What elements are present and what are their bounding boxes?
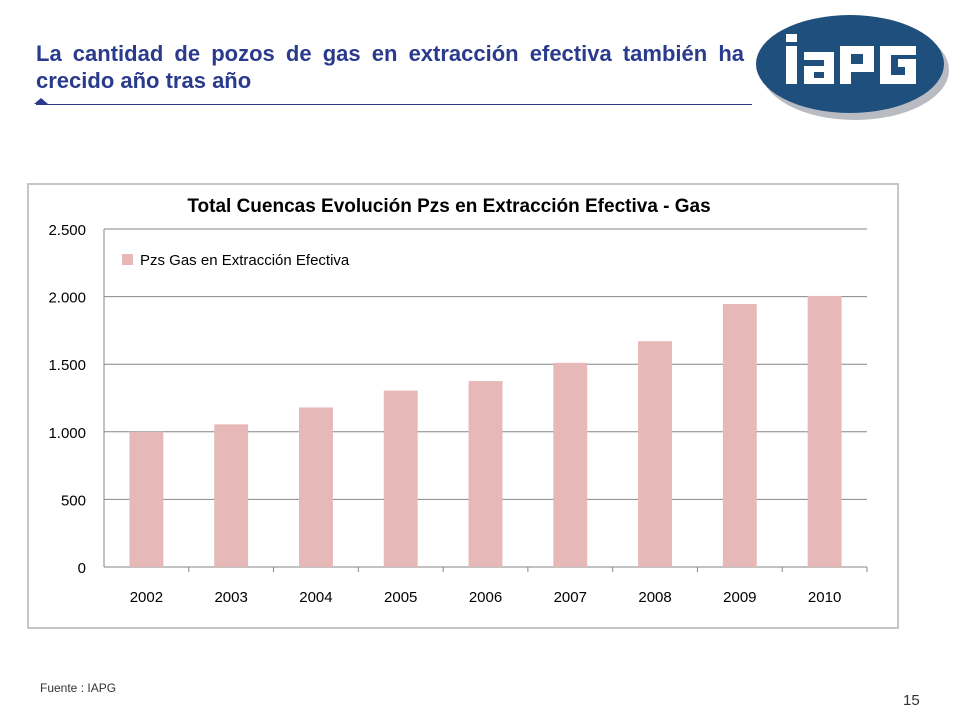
bar-2010: [807, 295, 842, 567]
x-tick-label: 2007: [554, 589, 587, 606]
x-tick-label: 2010: [808, 589, 841, 606]
x-tick-label: 2004: [299, 589, 332, 606]
source-note: Fuente : IAPG: [40, 681, 117, 695]
iapg-logo: [756, 15, 949, 120]
x-tick-label: 2002: [130, 589, 163, 606]
bar-chart: Total Cuencas Evolución Pzs en Extracció…: [48, 196, 868, 606]
y-tick-label: 2.000: [48, 290, 86, 307]
y-tick-label: 0: [78, 560, 86, 577]
bar-2005: [383, 390, 418, 567]
bar-2006: [468, 381, 503, 567]
bar-2002: [129, 431, 164, 567]
y-tick-label: 500: [61, 492, 86, 509]
legend-label: Pzs Gas en Extracción Efectiva: [140, 252, 350, 269]
y-tick-label: 1.500: [48, 357, 86, 374]
bar-2007: [553, 362, 588, 567]
title-marker-icon: [34, 98, 48, 104]
title-underline: [36, 104, 752, 105]
y-tick-label: 1.000: [48, 425, 86, 442]
bar-2004: [298, 407, 333, 567]
x-tick-label: 2006: [469, 589, 502, 606]
bar-2009: [722, 304, 757, 567]
y-axis-ticks: 0 500 1.000 1.500 2.000 2.500: [48, 222, 86, 577]
x-tick-label: 2005: [384, 589, 417, 606]
logo-lettering: [786, 34, 916, 84]
page-number: 15: [903, 692, 920, 709]
x-tick-label: 2008: [638, 589, 671, 606]
x-tick-label: 2009: [723, 589, 756, 606]
legend: Pzs Gas en Extracción Efectiva: [122, 252, 350, 269]
slide-title: La cantidad de pozos de gas en extracció…: [36, 41, 744, 93]
chart-title: Total Cuencas Evolución Pzs en Extracció…: [187, 196, 710, 217]
legend-swatch: [122, 254, 133, 265]
bar-2008: [638, 341, 673, 567]
bars: [129, 295, 842, 567]
x-tick-label: 2003: [214, 589, 247, 606]
x-axis-ticks: 2002 2003 2004 2005 2006 2007 2008 2009 2010: [130, 589, 842, 606]
y-tick-label: 2.500: [48, 222, 86, 239]
bar-2003: [214, 424, 249, 567]
